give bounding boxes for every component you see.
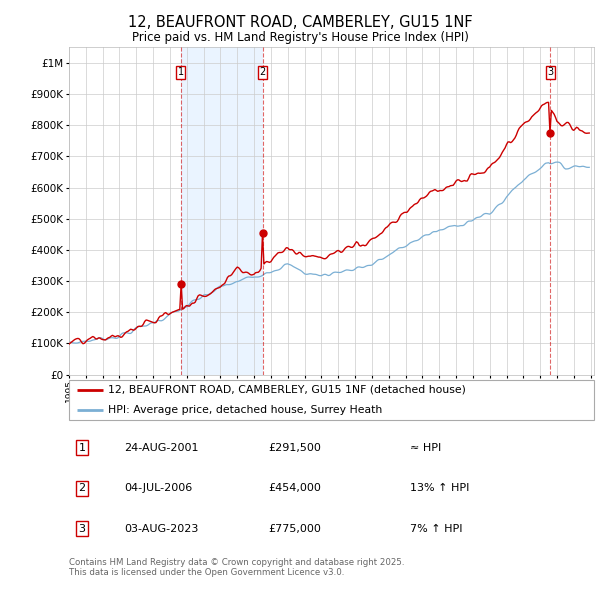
Text: £454,000: £454,000 — [269, 483, 322, 493]
Text: Price paid vs. HM Land Registry's House Price Index (HPI): Price paid vs. HM Land Registry's House … — [131, 31, 469, 44]
Text: 3: 3 — [79, 524, 86, 534]
Text: 3: 3 — [547, 67, 553, 77]
Text: 1: 1 — [79, 442, 86, 453]
Text: HPI: Average price, detached house, Surrey Heath: HPI: Average price, detached house, Surr… — [109, 405, 383, 415]
Text: 12, BEAUFRONT ROAD, CAMBERLEY, GU15 1NF: 12, BEAUFRONT ROAD, CAMBERLEY, GU15 1NF — [128, 15, 472, 30]
Text: 2: 2 — [259, 67, 266, 77]
Text: £775,000: £775,000 — [269, 524, 322, 534]
Text: ≈ HPI: ≈ HPI — [410, 442, 442, 453]
Text: Contains HM Land Registry data © Crown copyright and database right 2025.
This d: Contains HM Land Registry data © Crown c… — [69, 558, 404, 577]
Text: £291,500: £291,500 — [269, 442, 322, 453]
Text: 2: 2 — [79, 483, 86, 493]
Text: 7% ↑ HPI: 7% ↑ HPI — [410, 524, 463, 534]
Text: 13% ↑ HPI: 13% ↑ HPI — [410, 483, 470, 493]
Text: 03-AUG-2023: 03-AUG-2023 — [124, 524, 199, 534]
FancyBboxPatch shape — [69, 380, 594, 420]
Text: 12, BEAUFRONT ROAD, CAMBERLEY, GU15 1NF (detached house): 12, BEAUFRONT ROAD, CAMBERLEY, GU15 1NF … — [109, 385, 466, 395]
Text: 24-AUG-2001: 24-AUG-2001 — [124, 442, 199, 453]
Text: 1: 1 — [178, 67, 184, 77]
Text: 04-JUL-2006: 04-JUL-2006 — [124, 483, 193, 493]
Bar — [181, 47, 263, 375]
